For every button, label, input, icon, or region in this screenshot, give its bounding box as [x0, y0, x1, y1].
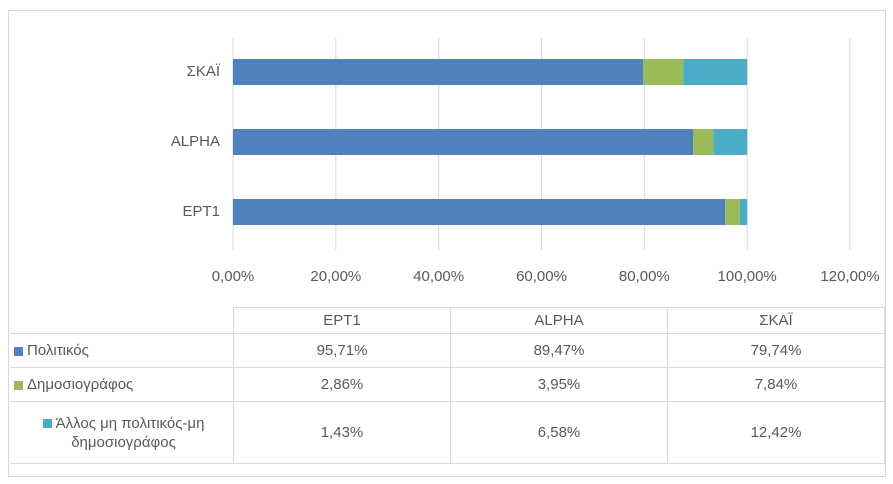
legend-label: Άλλος μη πολιτικός-μη δημοσιογράφος	[55, 414, 205, 451]
legend-swatch	[14, 346, 23, 356]
legend-cell: Δημοσιογράφος	[10, 367, 233, 401]
table-header: ALPHA	[450, 307, 667, 333]
table-header: ΣΚΑΪ	[667, 307, 885, 333]
y-tick-label: ALPHA	[171, 133, 220, 150]
table-header: EPT1	[233, 307, 450, 333]
bar-segment	[233, 59, 643, 85]
table-value: 89,47%	[450, 333, 667, 367]
bar-segment	[713, 129, 748, 155]
table-value: 7,84%	[667, 367, 885, 401]
table-value: 12,42%	[667, 401, 885, 464]
legend-swatch	[42, 419, 52, 429]
x-tick-label: 40,00%	[413, 268, 464, 285]
legend-entry: Πολιτικός	[14, 341, 89, 360]
bar-segment	[683, 59, 748, 85]
chart-frame	[8, 10, 886, 477]
legend-entry: Άλλος μη πολιτικός-μη δημοσιογράφος	[14, 414, 233, 452]
y-tick-label: ΣΚΑΪ	[187, 63, 221, 80]
legend-cell: Άλλος μη πολιτικός-μη δημοσιογράφος	[10, 401, 233, 464]
x-tick-label: 100,00%	[718, 268, 777, 285]
legend-label: Πολιτικός	[27, 342, 89, 359]
legend-entry: Δημοσιογράφος	[14, 375, 133, 394]
x-tick-label: 80,00%	[619, 268, 670, 285]
x-tick-label: 120,00%	[820, 268, 879, 285]
table-value: 2,86%	[233, 367, 450, 401]
bar-segment	[642, 59, 684, 85]
legend-label: Δημοσιογράφος	[27, 376, 134, 393]
table-value: 1,43%	[233, 401, 450, 464]
legend-swatch	[14, 380, 23, 390]
bar-segment	[233, 129, 694, 155]
table-value: 3,95%	[450, 367, 667, 401]
table-value: 95,71%	[233, 333, 450, 367]
bar-segment	[725, 199, 740, 225]
bar-segment	[233, 199, 726, 225]
table-value: 79,74%	[667, 333, 885, 367]
x-tick-label: 60,00%	[516, 268, 567, 285]
x-tick-label: 20,00%	[310, 268, 361, 285]
bar-segment	[739, 199, 748, 225]
legend-cell: Πολιτικός	[10, 333, 233, 367]
table-value: 6,58%	[450, 401, 667, 464]
y-tick-label: EPT1	[182, 203, 220, 220]
bar-segment	[693, 129, 714, 155]
x-tick-label: 0,00%	[212, 268, 255, 285]
